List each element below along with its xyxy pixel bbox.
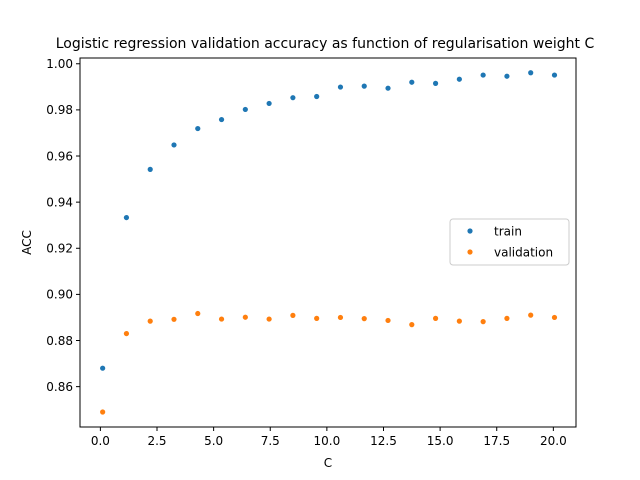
chart-title: Logistic regression validation accuracy … xyxy=(56,36,595,52)
x-tick-label: 10.0 xyxy=(314,434,341,448)
data-point-train xyxy=(314,93,320,100)
y-tick-label: 0.94 xyxy=(46,195,73,209)
legend-marker-train xyxy=(467,228,473,234)
legend-box xyxy=(449,218,570,266)
x-tick-label: 5.0 xyxy=(204,434,223,448)
y-tick-label: 1.00 xyxy=(46,57,73,71)
data-point-train xyxy=(100,365,106,371)
y-tick-label: 0.96 xyxy=(46,149,73,163)
data-point-train xyxy=(456,76,462,82)
data-point-train xyxy=(195,125,201,132)
data-point-validation xyxy=(290,312,296,318)
data-point-train xyxy=(504,73,510,79)
y-tick-label: 0.86 xyxy=(46,380,73,394)
data-point-train xyxy=(290,95,296,101)
x-tick-label: 17.5 xyxy=(483,434,510,448)
y-axis: 0.86 0.88 0.90 0.92 0.94 0.96 0.98 1.00 xyxy=(46,57,80,394)
data-point-validation xyxy=(504,315,510,321)
legend-label-train: train xyxy=(494,225,522,239)
data-point-validation xyxy=(480,319,486,325)
data-point-validation xyxy=(551,314,558,321)
x-tick-label: 0.0 xyxy=(91,434,110,448)
data-point-train xyxy=(385,85,391,91)
legend-label-validation: validation xyxy=(494,246,553,260)
x-tick-label: 7.5 xyxy=(261,434,280,448)
data-point-validation xyxy=(432,315,439,321)
data-point-validation xyxy=(147,318,153,324)
data-point-validation xyxy=(171,316,177,322)
y-tick-label: 0.98 xyxy=(46,103,73,117)
data-point-validation xyxy=(456,318,462,324)
data-point-train xyxy=(218,116,225,123)
data-point-train xyxy=(361,83,367,89)
x-tick-label: 15.0 xyxy=(427,434,454,448)
data-point-train xyxy=(242,106,248,113)
data-point-validation xyxy=(361,316,367,322)
data-points xyxy=(100,70,558,415)
y-tick-label: 0.88 xyxy=(46,334,73,348)
data-point-train xyxy=(551,72,558,78)
y-tick-label: 0.90 xyxy=(46,288,73,302)
data-point-train xyxy=(266,100,272,107)
y-tick-label: 0.92 xyxy=(46,242,73,256)
legend-marker-validation xyxy=(467,249,473,255)
data-point-validation xyxy=(337,314,344,321)
data-point-validation xyxy=(242,314,248,320)
data-point-validation xyxy=(266,316,272,322)
x-tick-label: 2.5 xyxy=(147,434,166,448)
data-point-train xyxy=(480,72,486,78)
y-axis-label: ACC xyxy=(20,230,34,255)
plot-frame xyxy=(79,57,577,428)
legend: train validation xyxy=(449,218,570,266)
x-tick-label: 20.0 xyxy=(540,434,567,448)
data-point-validation xyxy=(409,322,415,328)
data-point-validation xyxy=(385,317,391,324)
data-point-train xyxy=(432,80,439,86)
data-point-validation xyxy=(314,315,320,321)
data-point-train xyxy=(147,166,153,172)
data-point-train xyxy=(528,70,534,76)
data-point-train xyxy=(409,79,415,85)
data-point-validation xyxy=(100,409,106,415)
x-axis-label: C xyxy=(324,456,332,470)
data-point-train xyxy=(123,214,130,221)
series-validation xyxy=(100,310,558,415)
data-point-validation xyxy=(123,330,130,337)
x-tick-label: 12.5 xyxy=(370,434,397,448)
data-point-validation xyxy=(218,316,225,322)
data-point-validation xyxy=(195,310,201,317)
data-point-train xyxy=(171,142,177,148)
series-train xyxy=(100,70,558,371)
x-axis: 0.0 2.5 5.0 7.5 10.0 12.5 15.0 17.5 20.0 xyxy=(91,427,567,448)
data-point-validation xyxy=(528,312,534,318)
data-point-train xyxy=(337,84,344,90)
